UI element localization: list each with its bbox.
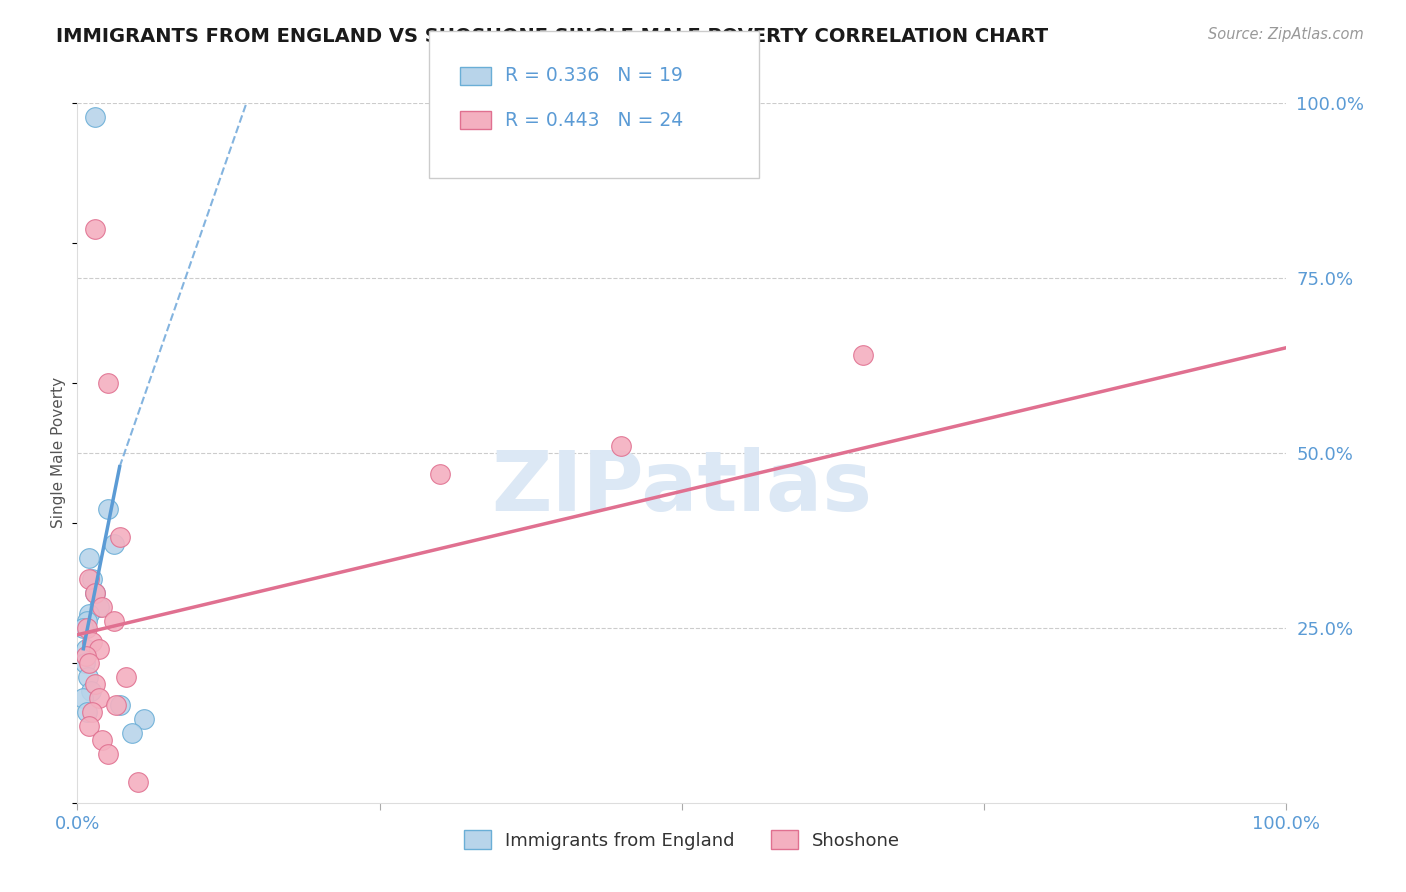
Point (80, 705, 103, 719)
Point (84, 221, 107, 235)
Point (96, 747, 118, 761)
Point (429, 467, 451, 481)
Point (105, 698, 128, 712)
Point (103, 614, 125, 628)
Point (73, 656, 96, 670)
Point (87, 690, 110, 705)
Point (108, 698, 131, 712)
Point (79, 572, 101, 586)
Point (132, 712, 155, 726)
Text: R = 0.443   N = 24: R = 0.443 N = 24 (505, 111, 683, 130)
Point (96, 376, 118, 390)
Point (76, 621, 98, 635)
Point (79, 656, 101, 670)
Point (121, 726, 143, 740)
Point (79, 683, 101, 698)
Point (75, 641, 97, 656)
Point (76, 614, 98, 628)
Point (87, 599, 110, 614)
Y-axis label: Single Male Poverty: Single Male Poverty (51, 377, 66, 528)
Text: R = 0.336   N = 19: R = 0.336 N = 19 (505, 66, 683, 86)
Point (84, 110, 107, 124)
Point (72, 621, 94, 635)
Point (72, 690, 94, 705)
Point (90, 599, 112, 614)
Point (96, 501, 118, 516)
Legend: Immigrants from England, Shoshone: Immigrants from England, Shoshone (457, 823, 907, 857)
Point (84, 586, 107, 600)
Point (79, 607, 101, 621)
Text: ZIPatlas: ZIPatlas (492, 447, 872, 528)
Point (75, 648, 97, 663)
Text: IMMIGRANTS FROM ENGLAND VS SHOSHONE SINGLE MALE POVERTY CORRELATION CHART: IMMIGRANTS FROM ENGLAND VS SHOSHONE SING… (56, 27, 1049, 45)
Point (90, 732, 112, 747)
Point (80, 634, 103, 648)
Text: Source: ZipAtlas.com: Source: ZipAtlas.com (1208, 27, 1364, 42)
Point (127, 774, 149, 789)
Point (610, 439, 633, 453)
Point (76, 705, 98, 719)
Point (80, 572, 103, 586)
Point (79, 719, 101, 733)
Point (84, 586, 107, 600)
Point (87, 641, 110, 656)
Point (852, 348, 875, 362)
Point (103, 537, 125, 551)
Point (77, 670, 100, 684)
Point (79, 550, 101, 565)
Point (84, 677, 107, 691)
Point (114, 670, 136, 684)
Point (108, 530, 131, 544)
